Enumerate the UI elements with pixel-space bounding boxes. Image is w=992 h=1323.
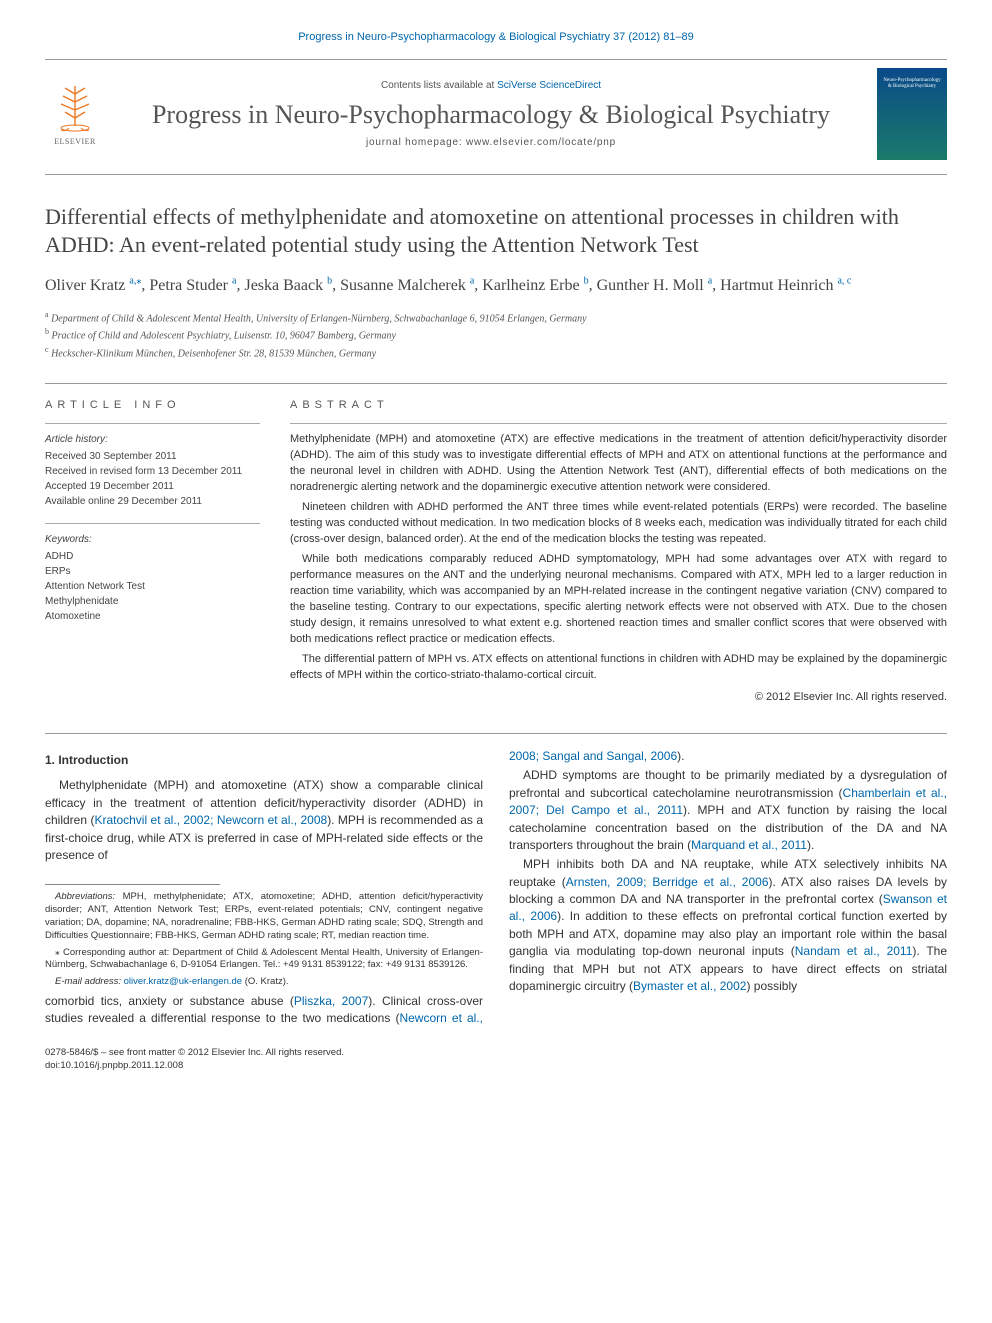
citation-link[interactable]: Kratochvil et al., 2002; Newcorn et al.,… bbox=[94, 813, 327, 827]
journal-name: Progress in Neuro-Psychopharmacology & B… bbox=[123, 99, 859, 130]
abbrev-label: Abbreviations: bbox=[55, 891, 115, 902]
email-link[interactable]: oliver.kratz@uk-erlangen.de bbox=[124, 976, 242, 987]
divider bbox=[45, 523, 260, 524]
author: Hartmut Heinrich a, c bbox=[720, 277, 851, 294]
history-item: Received in revised form 13 December 201… bbox=[45, 464, 260, 479]
keywords-label: Keywords: bbox=[45, 532, 260, 547]
keyword: Attention Network Test bbox=[45, 579, 260, 594]
affiliation: a Department of Child & Adolescent Menta… bbox=[45, 309, 947, 326]
history-item: Accepted 19 December 2011 bbox=[45, 479, 260, 494]
author: Oliver Kratz a,⁎ bbox=[45, 277, 141, 294]
sciencedirect-link[interactable]: SciVerse ScienceDirect bbox=[497, 80, 601, 91]
homepage-label: journal homepage: bbox=[366, 137, 466, 148]
body-text: 1. Introduction Methylphenidate (MPH) an… bbox=[45, 748, 947, 1028]
publisher-logo-text: ELSEVIER bbox=[54, 136, 96, 147]
front-matter-line: 0278-5846/$ – see front matter © 2012 El… bbox=[45, 1046, 947, 1073]
abstract: ABSTRACT Methylphenidate (MPH) and atomo… bbox=[290, 398, 947, 705]
info-abstract-row: ARTICLE INFO Article history: Received 3… bbox=[45, 398, 947, 705]
contents-available: Contents lists available at SciVerse Sci… bbox=[123, 79, 859, 93]
header-center: Contents lists available at SciVerse Sci… bbox=[123, 79, 859, 150]
article-info-heading: ARTICLE INFO bbox=[45, 398, 260, 413]
abstract-paragraph: While both medications comparably reduce… bbox=[290, 552, 947, 648]
citation-link[interactable]: Arnsten, 2009; Berridge et al., 2006 bbox=[566, 875, 769, 889]
article-title: Differential effects of methylphenidate … bbox=[45, 203, 947, 258]
author: Gunther H. Moll a bbox=[597, 277, 713, 294]
citation-link[interactable]: Pliszka, 2007 bbox=[294, 994, 368, 1008]
author: Karlheinz Erbe b bbox=[482, 277, 588, 294]
divider bbox=[290, 423, 947, 424]
keyword: Atomoxetine bbox=[45, 609, 260, 624]
citation-link[interactable]: Bymaster et al., 2002 bbox=[633, 979, 746, 993]
author-list: Oliver Kratz a,⁎, Petra Studer a, Jeska … bbox=[45, 274, 947, 297]
article-history: Article history: Received 30 September 2… bbox=[45, 432, 260, 509]
abstract-paragraph: The differential pattern of MPH vs. ATX … bbox=[290, 652, 947, 684]
corr-label: ⁎ Corresponding author at: bbox=[55, 947, 172, 958]
homepage-url[interactable]: www.elsevier.com/locate/pnp bbox=[466, 137, 616, 148]
footnote-divider bbox=[45, 884, 220, 885]
journal-header: ELSEVIER Contents lists available at Sci… bbox=[45, 59, 947, 175]
abbreviations-footnote: Abbreviations: MPH, methylphenidate; ATX… bbox=[45, 891, 483, 942]
corresponding-author-footnote: ⁎ Corresponding author at: Department of… bbox=[45, 947, 483, 973]
issn-copyright: 0278-5846/$ – see front matter © 2012 El… bbox=[45, 1046, 947, 1059]
footnotes: Abbreviations: MPH, methylphenidate; ATX… bbox=[45, 891, 483, 989]
publisher-logo: ELSEVIER bbox=[45, 79, 105, 149]
history-item: Received 30 September 2011 bbox=[45, 449, 260, 464]
article-info: ARTICLE INFO Article history: Received 3… bbox=[45, 398, 260, 705]
journal-cover-thumb: Neuro-Psychopharmacology & Biological Ps… bbox=[877, 68, 947, 160]
body-paragraph: Methylphenidate (MPH) and atomoxetine (A… bbox=[45, 777, 483, 864]
elsevier-tree-icon bbox=[51, 82, 99, 134]
journal-homepage: journal homepage: www.elsevier.com/locat… bbox=[123, 136, 859, 150]
history-label: Article history: bbox=[45, 432, 260, 447]
cover-text: Neuro-Psychopharmacology & Biological Ps… bbox=[881, 78, 943, 89]
author: Petra Studer a bbox=[149, 277, 236, 294]
affiliation: c Heckscher-Klinikum München, Deisenhofe… bbox=[45, 344, 947, 361]
citation-link[interactable]: Nandam et al., 2011 bbox=[795, 944, 913, 958]
keyword: ADHD bbox=[45, 549, 260, 564]
divider bbox=[45, 423, 260, 424]
affiliation: b Practice of Child and Adolescent Psych… bbox=[45, 326, 947, 343]
contents-prefix: Contents lists available at bbox=[381, 80, 497, 91]
history-item: Available online 29 December 2011 bbox=[45, 494, 260, 509]
affiliation-list: a Department of Child & Adolescent Menta… bbox=[45, 309, 947, 361]
journal-issue-link[interactable]: Progress in Neuro-Psychopharmacology & B… bbox=[45, 30, 947, 45]
keyword: ERPs bbox=[45, 564, 260, 579]
citation-link[interactable]: Marquand et al., 2011 bbox=[691, 838, 807, 852]
section-heading: 1. Introduction bbox=[45, 752, 483, 769]
abstract-paragraph: Nineteen children with ADHD performed th… bbox=[290, 500, 947, 548]
doi: doi:10.1016/j.pnpbp.2011.12.008 bbox=[45, 1059, 947, 1072]
author: Susanne Malcherek a bbox=[340, 277, 474, 294]
abstract-heading: ABSTRACT bbox=[290, 398, 947, 413]
email-label: E-mail address: bbox=[55, 976, 124, 987]
abstract-copyright: © 2012 Elsevier Inc. All rights reserved… bbox=[290, 690, 947, 705]
keywords-block: Keywords: ADHD ERPs Attention Network Te… bbox=[45, 532, 260, 624]
divider bbox=[45, 383, 947, 384]
body-paragraph: MPH inhibits both DA and NA reuptake, wh… bbox=[509, 856, 947, 995]
author: Jeska Baack b bbox=[244, 277, 332, 294]
email-footnote: E-mail address: oliver.kratz@uk-erlangen… bbox=[45, 976, 483, 989]
abstract-text: Methylphenidate (MPH) and atomoxetine (A… bbox=[290, 432, 947, 683]
keyword: Methylphenidate bbox=[45, 594, 260, 609]
divider bbox=[45, 733, 947, 734]
body-paragraph: ADHD symptoms are thought to be primaril… bbox=[509, 767, 947, 854]
abstract-paragraph: Methylphenidate (MPH) and atomoxetine (A… bbox=[290, 432, 947, 496]
